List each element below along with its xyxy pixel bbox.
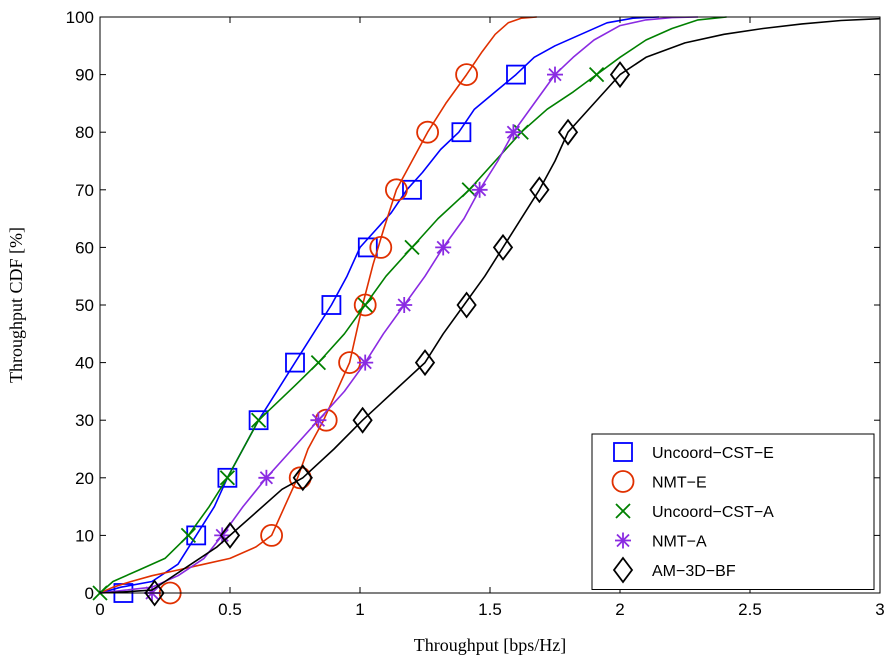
series-point [402,179,422,200]
legend-item: Uncoord−CST−E [613,442,774,462]
x-axis-label: Throughput [bps/Hz] [414,635,566,655]
y-tick-label: 70 [75,181,94,200]
series-point [357,237,378,258]
y-tick-label: 90 [75,66,94,85]
legend-item: AM−3D−BF [612,556,736,584]
legend-label: Uncoord−CST−E [652,445,774,462]
x-tick-label: 0.5 [218,600,242,619]
legend-item: NMT−A [615,532,707,551]
legend-label: AM−3D−BF [652,563,736,580]
series-point [609,61,631,89]
y-tick-label: 80 [75,123,94,142]
series-3 [99,16,699,601]
legend: Uncoord−CST−E NMT−E Uncoord−CST−A NMT−A AM−3… [591,433,875,590]
series-point [219,521,241,549]
series-point [547,66,563,83]
series-point [357,297,373,313]
series-point [369,235,393,259]
series-point [180,527,197,544]
series-point [248,410,269,431]
series-point [250,412,267,428]
series-point [384,178,408,202]
legend-swatch [611,470,635,493]
y-tick-label: 100 [66,8,94,27]
series-line [99,16,537,594]
legend-label: NMT−A [652,534,707,551]
y-tick-label: 0 [85,584,94,603]
series-point [353,293,377,317]
y-tick-label: 60 [75,238,94,257]
series-point [310,412,327,429]
series-point [352,406,373,434]
series-point [455,63,479,86]
legend-swatch [615,503,631,519]
series-point [285,352,305,373]
series-point [451,122,472,143]
series-2 [92,16,727,601]
series-point [588,66,605,83]
series-point [260,524,284,547]
legend-item: Uncoord−CST−A [615,503,774,521]
legend-label: Uncoord−CST−A [652,504,774,521]
legend-swatch [612,556,634,584]
series-point [529,176,550,204]
series-point [321,295,342,315]
series-point [214,527,231,544]
series-point [217,467,238,488]
series-line [99,16,727,594]
series-point [456,291,477,319]
x-tick-label: 2 [615,600,624,619]
series-layer [92,16,881,607]
series-point [471,181,488,198]
x-tick-label: 1 [355,600,364,619]
series-point [310,354,327,371]
series-point [396,297,413,313]
series-point [416,120,440,144]
series-0 [99,16,660,603]
series-point [435,239,452,256]
x-tick-label: 0 [95,600,104,619]
series-point [219,470,236,486]
y-tick-label: 30 [75,411,94,430]
legend-swatch [615,532,631,549]
y-tick-label: 40 [75,354,94,373]
y-tick-label: 10 [75,526,94,545]
series-point [357,354,374,371]
series-4 [99,17,881,607]
x-tick-label: 3 [875,600,884,619]
series-point [144,579,165,607]
series-point [492,233,514,261]
y-axis-label: Throughput CDF [%] [6,227,26,383]
legend-swatch [613,442,633,462]
series-point [505,124,522,141]
series-point [414,349,436,377]
series-line [99,16,660,594]
series-point [292,464,313,492]
series-line [99,16,699,594]
legend-box [591,433,875,590]
y-tick-label: 20 [75,469,94,488]
legend-label: NMT−E [652,475,707,492]
series-point [258,469,275,486]
series-point [404,239,420,256]
series-point [557,118,579,146]
y-tick-label: 50 [75,296,94,315]
series-line [99,17,881,594]
series-point [506,64,526,85]
x-tick-label: 1.5 [478,600,502,619]
x-tick-label: 2.5 [738,600,762,619]
legend-item: NMT−E [611,470,707,493]
